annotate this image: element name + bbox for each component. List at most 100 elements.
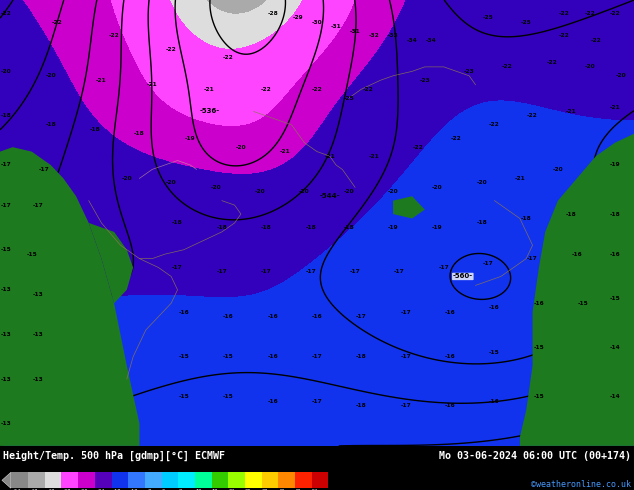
Text: -15: -15 xyxy=(1,247,11,252)
Text: -25: -25 xyxy=(521,20,531,25)
Text: -20: -20 xyxy=(236,145,246,149)
Text: -22: -22 xyxy=(591,38,601,43)
Text: -16: -16 xyxy=(445,354,455,359)
Text: -22: -22 xyxy=(451,136,462,141)
Text: -22: -22 xyxy=(502,64,512,70)
Text: -25: -25 xyxy=(483,15,493,21)
Text: 18: 18 xyxy=(212,489,218,490)
Text: -32: -32 xyxy=(369,33,379,38)
Text: -22: -22 xyxy=(610,11,620,16)
Text: -22: -22 xyxy=(585,11,595,16)
Text: -18: -18 xyxy=(112,489,121,490)
Text: -15: -15 xyxy=(223,394,233,399)
Text: -17: -17 xyxy=(439,265,449,270)
Text: -17: -17 xyxy=(172,265,183,270)
Text: -13: -13 xyxy=(33,332,43,337)
Text: -13: -13 xyxy=(1,332,11,337)
Bar xyxy=(112,472,128,488)
Text: -17: -17 xyxy=(306,270,316,274)
Text: -16: -16 xyxy=(489,399,500,404)
Bar xyxy=(145,472,162,488)
Text: -21: -21 xyxy=(369,153,379,159)
Text: -20: -20 xyxy=(553,167,563,172)
Text: -20: -20 xyxy=(1,69,11,74)
Text: 30: 30 xyxy=(245,489,251,490)
Bar xyxy=(128,472,145,488)
Text: -18: -18 xyxy=(356,403,366,408)
Text: -20: -20 xyxy=(432,185,443,190)
Text: -13: -13 xyxy=(33,376,43,382)
Text: -15: -15 xyxy=(534,345,544,350)
Bar xyxy=(212,472,228,488)
Text: -13: -13 xyxy=(1,376,11,382)
Bar xyxy=(295,472,312,488)
Text: -18: -18 xyxy=(134,131,145,136)
Text: -21: -21 xyxy=(204,87,214,92)
Text: -16: -16 xyxy=(610,252,620,257)
Text: -22: -22 xyxy=(312,87,322,92)
Text: -18: -18 xyxy=(172,220,183,225)
Text: -20: -20 xyxy=(477,180,487,185)
Text: -19: -19 xyxy=(388,225,398,230)
Text: -14: -14 xyxy=(610,345,620,350)
Text: -20: -20 xyxy=(122,176,132,181)
Text: -19: -19 xyxy=(185,136,195,141)
Text: -20: -20 xyxy=(616,74,626,78)
Text: 8: 8 xyxy=(178,489,181,490)
Text: -15: -15 xyxy=(223,354,233,359)
Text: -17: -17 xyxy=(33,202,43,208)
Text: Mo 03-06-2024 06:00 UTC (00+174): Mo 03-06-2024 06:00 UTC (00+174) xyxy=(439,451,631,461)
Text: -16: -16 xyxy=(179,310,189,315)
Text: -21: -21 xyxy=(515,176,525,181)
Text: -20: -20 xyxy=(255,189,265,194)
Polygon shape xyxy=(0,147,139,446)
Text: -18: -18 xyxy=(306,225,316,230)
Bar xyxy=(28,472,45,488)
Text: -17: -17 xyxy=(1,202,11,208)
Text: -16: -16 xyxy=(534,301,544,306)
Text: -22: -22 xyxy=(363,87,373,92)
Text: -13: -13 xyxy=(1,421,11,426)
Text: -21: -21 xyxy=(96,78,107,83)
Bar xyxy=(45,472,61,488)
Text: -17: -17 xyxy=(356,314,366,319)
Text: -17: -17 xyxy=(312,399,322,404)
Text: -15: -15 xyxy=(534,394,544,399)
Text: -22: -22 xyxy=(489,122,500,127)
Text: 38: 38 xyxy=(262,489,268,490)
Text: -17: -17 xyxy=(401,354,411,359)
Text: -22: -22 xyxy=(223,55,233,60)
Text: 48: 48 xyxy=(295,489,301,490)
Text: -21: -21 xyxy=(147,82,157,87)
Text: -15: -15 xyxy=(489,350,500,355)
Text: -34: -34 xyxy=(426,38,436,43)
Bar xyxy=(95,472,112,488)
Polygon shape xyxy=(520,134,634,446)
Text: -22: -22 xyxy=(166,47,176,51)
Text: -22: -22 xyxy=(559,33,569,38)
Text: -18: -18 xyxy=(521,216,531,221)
Text: -20: -20 xyxy=(388,189,398,194)
Text: -18: -18 xyxy=(344,225,354,230)
Text: Height/Temp. 500 hPa [gdmp][°C] ECMWF: Height/Temp. 500 hPa [gdmp][°C] ECMWF xyxy=(3,451,225,462)
Text: -48: -48 xyxy=(28,489,37,490)
Text: -30: -30 xyxy=(78,489,87,490)
Bar xyxy=(162,472,178,488)
Text: -17: -17 xyxy=(350,270,360,274)
Text: -20: -20 xyxy=(210,185,221,190)
Text: -18: -18 xyxy=(610,212,620,217)
Bar xyxy=(245,472,262,488)
Text: -31: -31 xyxy=(350,29,360,34)
Bar xyxy=(312,472,328,488)
Text: -18: -18 xyxy=(1,113,11,119)
Text: -20: -20 xyxy=(166,180,176,185)
Text: -16: -16 xyxy=(489,305,500,310)
Bar xyxy=(262,472,278,488)
Text: -12: -12 xyxy=(128,489,138,490)
Text: 24: 24 xyxy=(228,489,235,490)
Text: -25: -25 xyxy=(344,96,354,100)
Polygon shape xyxy=(2,472,11,488)
Text: -544-: -544- xyxy=(320,193,340,199)
Text: -17: -17 xyxy=(312,354,322,359)
Text: ©weatheronline.co.uk: ©weatheronline.co.uk xyxy=(531,480,631,489)
